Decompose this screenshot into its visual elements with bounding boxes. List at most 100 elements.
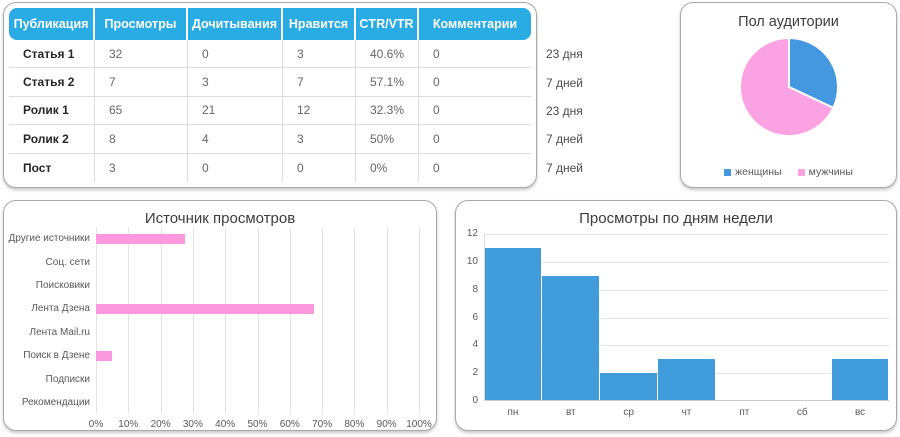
weekday-chart-plot: 0 2 4 6 8 10 12 пн вт ср чт пт сб вс bbox=[467, 228, 889, 418]
legend-item: женщины bbox=[724, 166, 782, 178]
table-header-cell: Комментарии bbox=[419, 8, 531, 40]
table-cell: 57.1% bbox=[356, 68, 419, 97]
x-axis-tick-label: 10% bbox=[118, 419, 139, 431]
row-duration-label: 23 дня bbox=[546, 47, 583, 62]
gridline-horizontal bbox=[484, 261, 889, 263]
category-label: Поисковики bbox=[35, 279, 90, 291]
table-cell: 40.6% bbox=[356, 40, 419, 69]
x-axis-tick-label: 20% bbox=[150, 419, 171, 431]
gridline-horizontal bbox=[484, 234, 889, 235]
table-cell: Ролик 1 bbox=[9, 96, 95, 126]
bar-вт bbox=[542, 275, 600, 400]
legend-label: женщины bbox=[735, 166, 782, 178]
category-label: Поиск в Дзене bbox=[23, 350, 90, 362]
y-axis-tick-label: 6 bbox=[472, 311, 478, 323]
gridline-horizontal bbox=[484, 317, 889, 319]
table-row: Статья 1 32 0 3 40.6% 0 bbox=[9, 40, 531, 69]
bar-ср bbox=[600, 373, 658, 400]
table-header-cell: Дочитывания bbox=[188, 8, 283, 40]
category-label-вс: вс bbox=[854, 407, 866, 418]
y-axis-tick-label: 2 bbox=[472, 367, 478, 379]
category-label-ср: ср bbox=[623, 407, 634, 418]
table-cell: 0 bbox=[419, 68, 531, 97]
category-label-пн: пн bbox=[507, 407, 519, 418]
table-cell: 0 bbox=[283, 153, 356, 182]
table-cell: 65 bbox=[95, 96, 188, 126]
publications-table: Публикация Просмотры Дочитывания Нравится CT… bbox=[9, 8, 531, 182]
publication-age-labels: 23 дня 7 дней 23 дня 7 дней 7 дней bbox=[546, 40, 606, 182]
table-cell: Статья 2 bbox=[9, 68, 95, 97]
table-header-cell: Публикация bbox=[9, 8, 95, 40]
table-cell: 32.3% bbox=[356, 96, 419, 126]
x-axis-tick-label: 0% bbox=[88, 419, 104, 431]
table-cell: 32 bbox=[95, 40, 188, 69]
category-label: Лента Дзена bbox=[31, 303, 90, 315]
table-cell: 3 bbox=[95, 153, 188, 182]
table-cell: 4 bbox=[188, 125, 283, 154]
category-label: Соц. сети bbox=[45, 256, 90, 268]
row-duration-label: 7 дней bbox=[546, 160, 584, 175]
bar-чт bbox=[658, 359, 715, 400]
gridline-vertical bbox=[225, 227, 227, 415]
bar-Поиск в Дзене bbox=[96, 350, 113, 361]
table-cell: 50% bbox=[356, 125, 419, 154]
table-cell: 0 bbox=[188, 153, 283, 182]
table-header-cell: Нравится bbox=[283, 8, 356, 40]
gridline-vertical bbox=[354, 227, 356, 415]
table-cell: 3 bbox=[283, 40, 356, 69]
table-cell: 12 bbox=[283, 96, 356, 126]
y-axis-tick-label: 10 bbox=[466, 255, 478, 267]
table-cell: 0 bbox=[419, 125, 531, 154]
y-axis-tick-label: 8 bbox=[472, 283, 478, 295]
legend-swatch bbox=[797, 168, 805, 176]
bar-Другие источники bbox=[96, 233, 185, 244]
category-label: Лента Mail.ru bbox=[29, 326, 90, 338]
audience-gender-card: Пол аудитории женщины мужчины bbox=[680, 2, 897, 188]
pie-legend: женщины мужчины bbox=[681, 166, 896, 178]
gridline-vertical bbox=[386, 227, 388, 415]
gridline-vertical bbox=[160, 227, 162, 415]
gridline-vertical bbox=[289, 227, 291, 415]
x-axis-tick-label: 60% bbox=[279, 419, 300, 431]
legend-label: мужчины bbox=[808, 166, 853, 178]
x-axis-tick-label: 90% bbox=[376, 419, 397, 431]
table-cell: 3 bbox=[188, 68, 283, 97]
row-duration-label: 7 дней bbox=[546, 132, 584, 147]
y-axis-tick-label: 12 bbox=[466, 228, 478, 239]
table-cell: 0 bbox=[419, 96, 531, 126]
gridline-horizontal bbox=[484, 289, 889, 291]
table-header-row: Публикация Просмотры Дочитывания Нравится CT… bbox=[9, 8, 531, 40]
bar-вс bbox=[831, 359, 889, 400]
x-axis-tick-label: 100% bbox=[406, 419, 432, 431]
gridline-horizontal bbox=[484, 345, 889, 347]
table-cell: 7 bbox=[283, 68, 356, 97]
pie-chart-title: Пол аудитории bbox=[738, 14, 839, 30]
x-axis-tick-label: 80% bbox=[344, 419, 365, 431]
table-cell: 0 bbox=[419, 153, 531, 182]
legend-swatch bbox=[724, 168, 732, 176]
row-duration-label: 7 дней bbox=[546, 75, 584, 90]
table-cell: Пост bbox=[9, 153, 95, 182]
weekday-chart-title: Просмотры по дням недели bbox=[579, 210, 773, 227]
table-cell: Ролик 2 bbox=[9, 125, 95, 154]
table-cell: 0% bbox=[356, 153, 419, 182]
gridline-vertical bbox=[419, 227, 420, 415]
table-cell: 8 bbox=[95, 125, 188, 154]
bar-пн bbox=[484, 247, 542, 400]
x-axis-tick-label: 50% bbox=[247, 419, 268, 431]
table-cell: 3 bbox=[283, 125, 356, 154]
gender-pie-chart bbox=[738, 37, 839, 137]
table-cell: 0 bbox=[419, 40, 531, 69]
publications-table-card: Публикация Просмотры Дочитывания Нравится CT… bbox=[3, 2, 537, 188]
category-label-пт: пт bbox=[739, 407, 750, 418]
category-label-вт: вт bbox=[565, 407, 576, 418]
pie-slice-женщины bbox=[787, 37, 839, 109]
category-label-чт: чт bbox=[681, 407, 692, 418]
table-row: Ролик 2 8 4 3 50% 0 bbox=[9, 125, 531, 154]
gridline-vertical bbox=[128, 227, 130, 415]
table-cell: 21 bbox=[188, 96, 283, 126]
gridline-vertical bbox=[322, 227, 324, 415]
y-axis-tick-label: 0 bbox=[472, 395, 478, 406]
table-cell: 7 bbox=[95, 68, 188, 97]
